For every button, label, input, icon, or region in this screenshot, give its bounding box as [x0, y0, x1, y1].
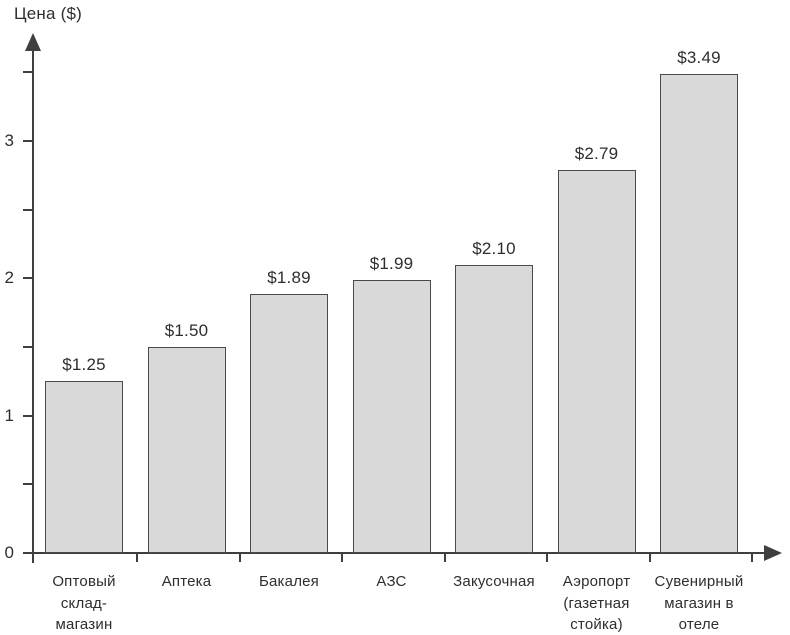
- y-axis-tick: [23, 71, 33, 73]
- bar-4: [352, 280, 431, 553]
- y-axis-arrow-icon: [25, 33, 41, 51]
- x-axis-tick: [238, 553, 241, 562]
- bar-6: [557, 170, 636, 553]
- y-axis-tick-label: 2: [4, 268, 14, 287]
- bar-value-label: $1.89: [267, 268, 311, 287]
- y-axis-title: Цена ($): [14, 4, 82, 23]
- y-axis-tick-label: 3: [4, 131, 14, 150]
- y-axis-tick: [23, 415, 33, 417]
- x-axis-tick: [751, 553, 753, 562]
- y-axis-line: [32, 44, 34, 563]
- y-axis-tick-label: 1: [4, 406, 14, 425]
- x-axis-arrow-icon: [764, 545, 782, 561]
- y-axis-tick: [23, 483, 33, 485]
- bar-value-label: $2.79: [574, 144, 619, 163]
- bar-value-label: $2.10: [472, 239, 516, 258]
- x-axis-tick: [648, 553, 651, 562]
- bar-value-label: $1.99: [369, 254, 414, 273]
- y-axis-tick-label: 0: [4, 543, 14, 562]
- bar-value-label: $3.49: [677, 48, 721, 67]
- category-label: Бакалея: [258, 573, 320, 590]
- x-axis-tick: [546, 553, 548, 562]
- x-axis-tick: [136, 553, 138, 562]
- bar-3: [250, 294, 328, 553]
- category-label: АЗС: [376, 573, 407, 590]
- bar-value-label: $1.50: [164, 321, 209, 340]
- category-label: Аптека: [161, 573, 212, 590]
- y-axis-tick: [23, 140, 33, 142]
- x-axis-tick: [341, 553, 343, 562]
- category-label: Сувенирный магазин в отеле: [654, 573, 744, 633]
- bar-1: [45, 381, 123, 553]
- bar-7: [660, 74, 738, 553]
- y-axis-tick: [23, 346, 33, 348]
- bar-value-label: $1.25: [62, 355, 106, 374]
- category-label: Аэропорт (газетная стойка): [562, 573, 631, 633]
- x-axis-tick: [443, 553, 446, 562]
- bar-2: [147, 347, 226, 553]
- bar-5: [455, 265, 533, 553]
- y-axis-tick: [23, 277, 33, 279]
- x-axis-line: [23, 552, 766, 554]
- category-label: Закусочная: [453, 573, 535, 590]
- category-label: Оптовый склад- магазин: [52, 573, 116, 633]
- y-axis-tick: [23, 209, 33, 211]
